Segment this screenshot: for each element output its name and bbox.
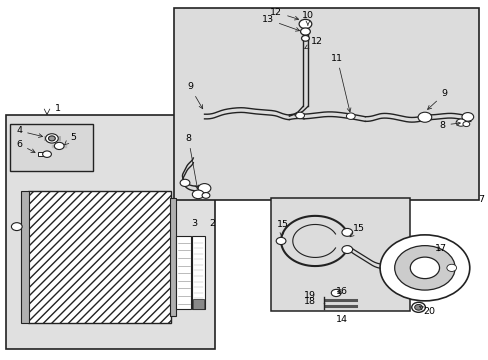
Text: 14: 14	[335, 315, 347, 324]
Circle shape	[394, 246, 454, 290]
Text: 9: 9	[427, 89, 447, 109]
Circle shape	[198, 184, 210, 193]
FancyBboxPatch shape	[10, 125, 93, 171]
FancyBboxPatch shape	[192, 235, 204, 309]
Circle shape	[409, 257, 439, 279]
FancyBboxPatch shape	[170, 198, 176, 316]
Text: 19: 19	[304, 291, 316, 300]
Circle shape	[379, 235, 469, 301]
Circle shape	[45, 134, 58, 143]
Circle shape	[330, 289, 340, 297]
Circle shape	[417, 112, 431, 122]
Circle shape	[301, 36, 309, 41]
Circle shape	[11, 223, 22, 230]
Circle shape	[346, 113, 354, 120]
FancyBboxPatch shape	[271, 198, 409, 311]
Text: 8: 8	[439, 121, 459, 130]
Text: 18: 18	[304, 297, 316, 306]
Text: 15: 15	[349, 224, 365, 237]
Circle shape	[414, 305, 422, 310]
Circle shape	[341, 246, 352, 253]
Text: 16: 16	[335, 287, 347, 296]
FancyBboxPatch shape	[176, 235, 190, 309]
Circle shape	[42, 151, 51, 157]
Text: 7: 7	[477, 195, 483, 204]
Circle shape	[455, 119, 465, 126]
Text: 17: 17	[434, 244, 446, 253]
Circle shape	[461, 113, 473, 121]
Circle shape	[276, 237, 285, 244]
Text: 1: 1	[55, 104, 61, 113]
Text: 15: 15	[276, 220, 288, 237]
Text: 12: 12	[304, 37, 322, 49]
Text: 12: 12	[270, 8, 298, 20]
Text: 13: 13	[261, 15, 299, 31]
Text: 10: 10	[301, 10, 313, 25]
Circle shape	[411, 302, 425, 312]
Circle shape	[300, 28, 310, 35]
Text: 3: 3	[191, 219, 198, 228]
Text: 2: 2	[208, 219, 214, 228]
FancyBboxPatch shape	[21, 191, 29, 323]
Circle shape	[446, 264, 456, 271]
Circle shape	[299, 19, 311, 29]
Circle shape	[202, 193, 209, 198]
Circle shape	[48, 136, 55, 141]
Circle shape	[180, 179, 189, 186]
FancyBboxPatch shape	[5, 116, 215, 348]
Circle shape	[54, 142, 64, 149]
Circle shape	[192, 190, 203, 199]
Circle shape	[341, 229, 352, 236]
Text: 9: 9	[186, 82, 202, 109]
FancyBboxPatch shape	[192, 299, 203, 309]
Text: 11: 11	[330, 54, 350, 112]
Text: 4: 4	[16, 126, 42, 138]
FancyBboxPatch shape	[38, 152, 48, 156]
Text: 20: 20	[419, 307, 434, 316]
Text: 5: 5	[64, 133, 76, 145]
Circle shape	[462, 122, 469, 127]
FancyBboxPatch shape	[27, 191, 171, 323]
FancyBboxPatch shape	[173, 8, 478, 200]
Text: 8: 8	[185, 134, 198, 189]
Circle shape	[295, 112, 304, 119]
Text: 6: 6	[16, 140, 35, 153]
